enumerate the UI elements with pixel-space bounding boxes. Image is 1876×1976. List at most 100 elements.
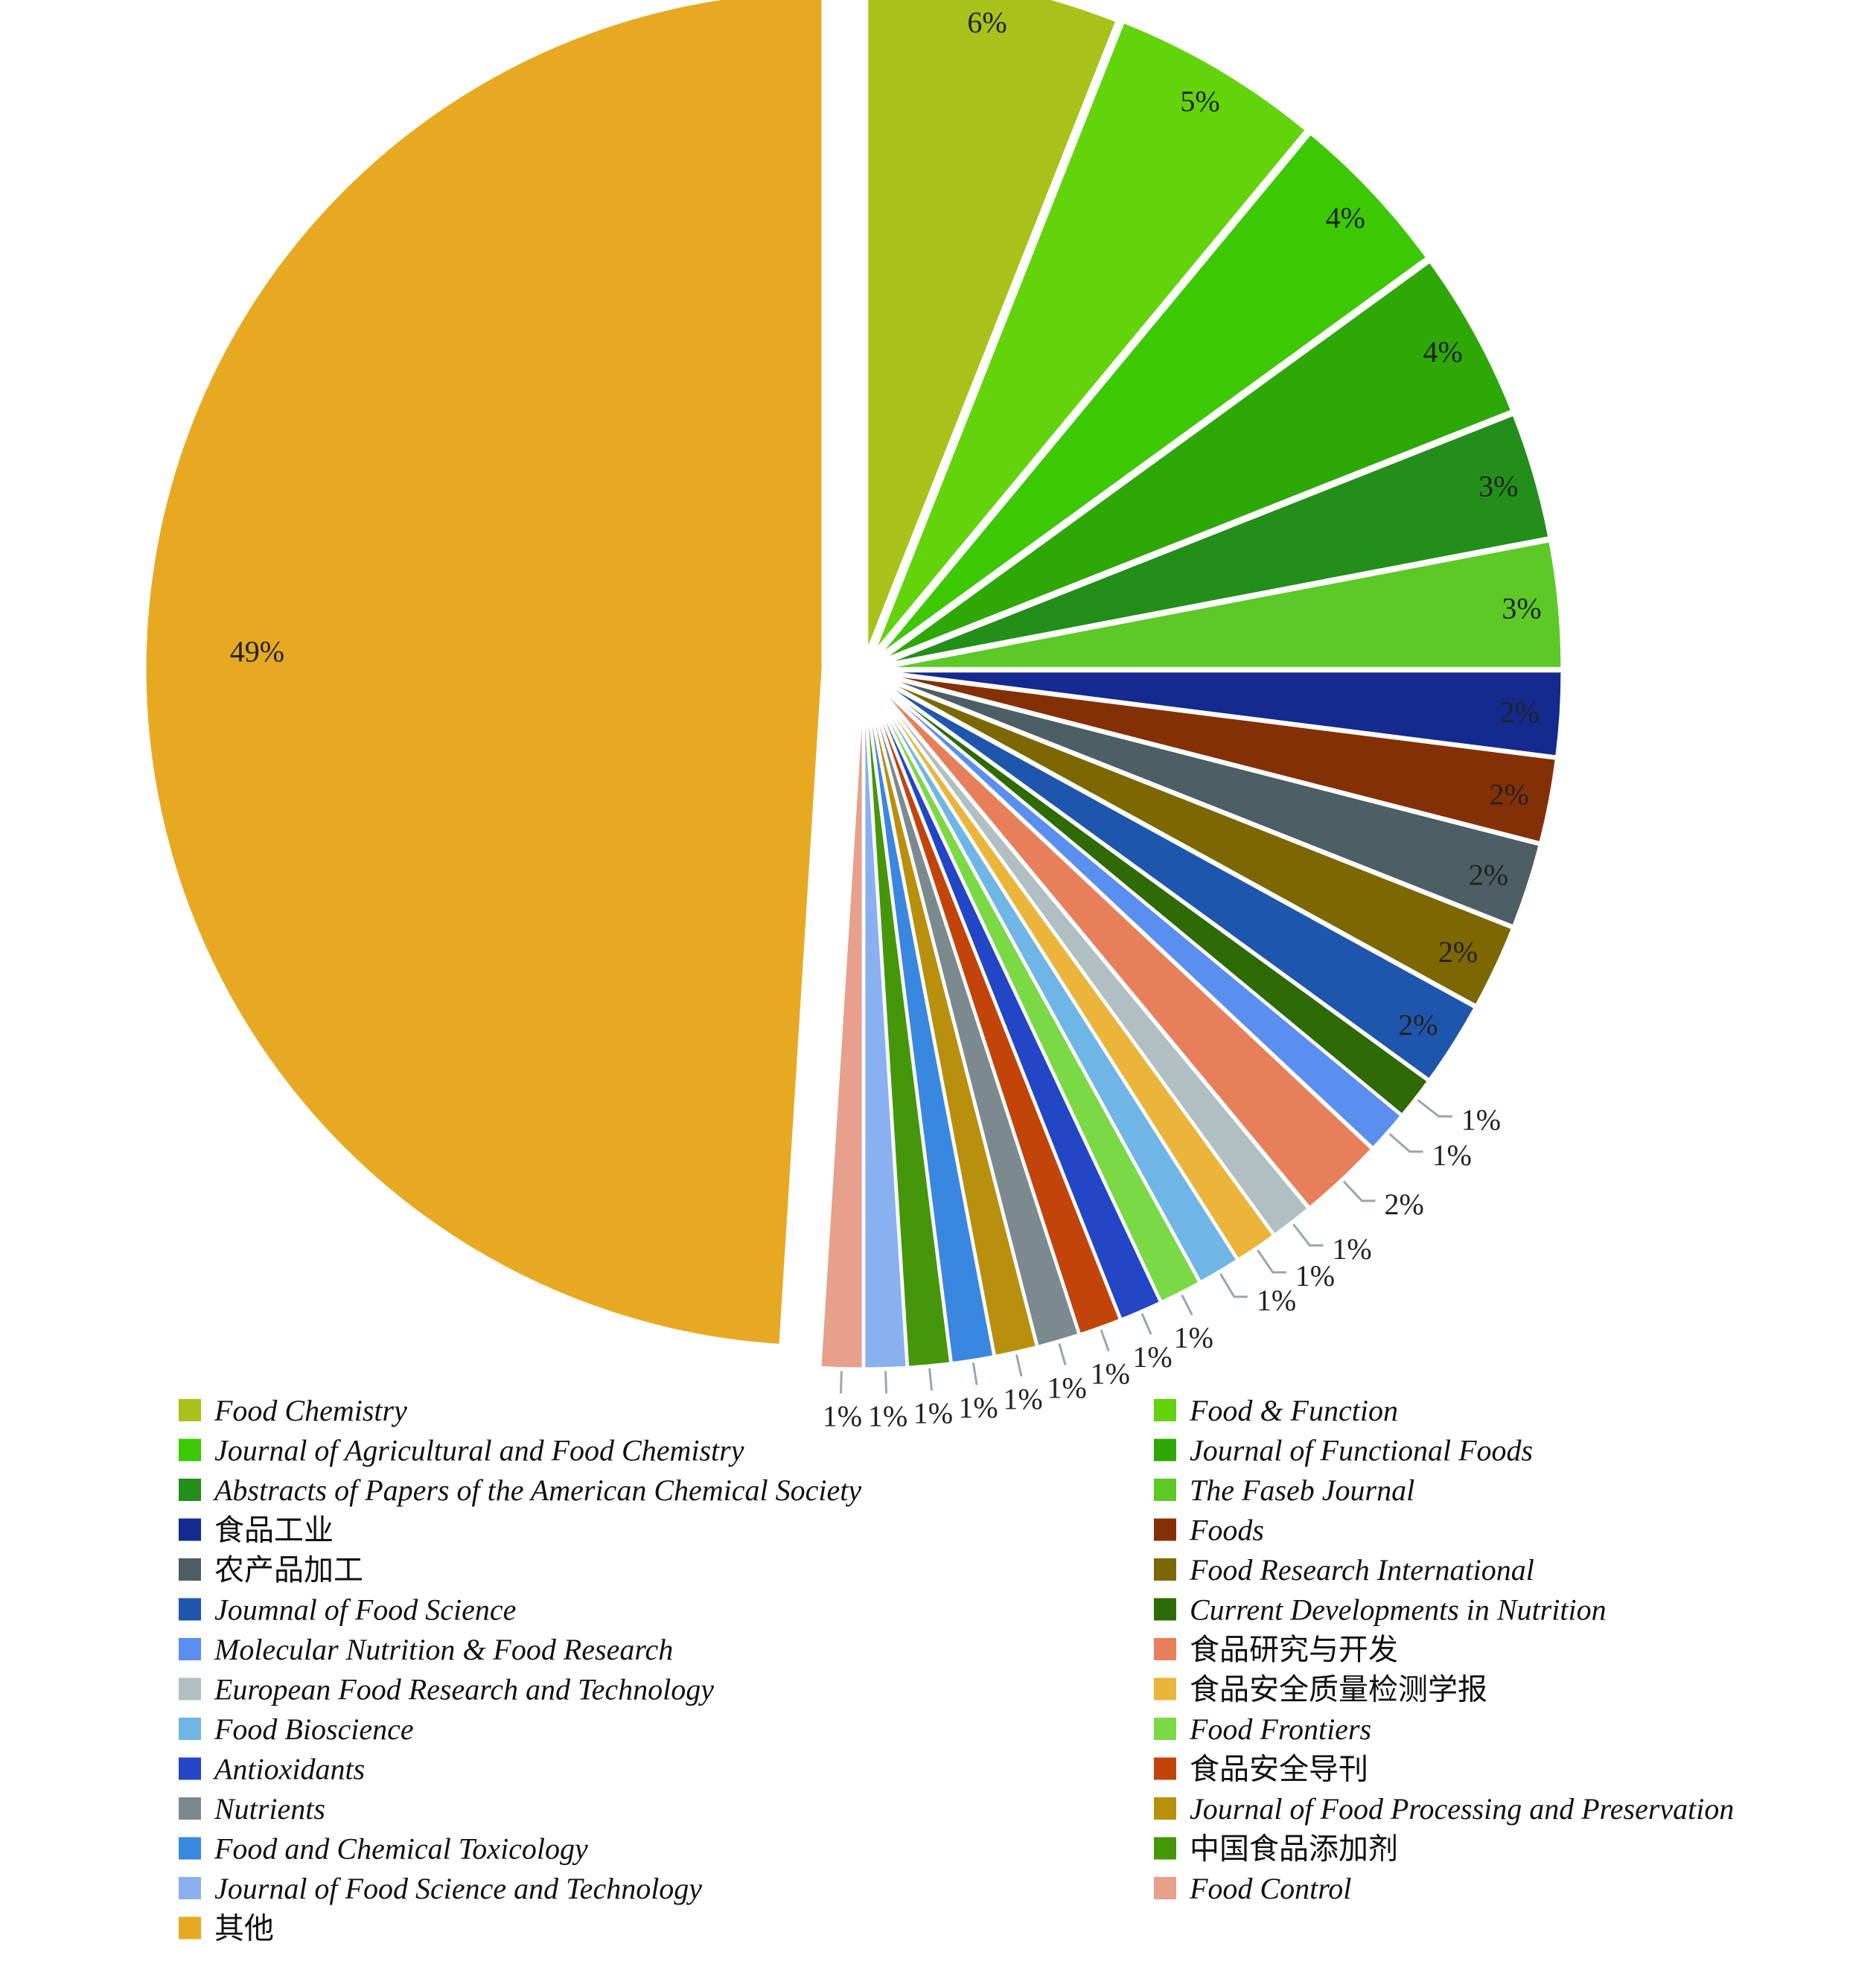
slice-19	[870, 689, 1122, 1336]
slice-label-0: 6%	[967, 6, 1006, 39]
legend-item-0: Food Chemistry	[179, 1394, 407, 1427]
legend-item-5: The Faseb Journal	[1154, 1473, 1414, 1507]
leader-line-16	[1219, 1273, 1248, 1298]
slice-label-2: 4%	[1326, 201, 1365, 235]
legend-label-0: Food Chemistry	[214, 1394, 407, 1427]
slice-4	[883, 413, 1551, 666]
slice-label-19: 1%	[1091, 1357, 1130, 1391]
slice-18	[870, 689, 1162, 1321]
legend-swatch-16	[179, 1718, 201, 1740]
slice-label-1: 5%	[1180, 85, 1219, 118]
legend-item-20: Nutrients	[179, 1792, 325, 1826]
slice-8	[883, 675, 1541, 928]
slice-label-14: 1%	[1332, 1232, 1371, 1266]
slice-26	[144, 0, 824, 1347]
slice-16	[872, 687, 1239, 1284]
leader-line-22	[972, 1363, 978, 1386]
legend-swatch-24	[179, 1877, 201, 1899]
legend-label-17: Food Frontiers	[1189, 1712, 1371, 1746]
slice-label-8: 2%	[1469, 858, 1508, 891]
legend-item-7: Foods	[1154, 1514, 1264, 1547]
legend-swatch-11	[1154, 1598, 1176, 1621]
legend-swatch-13	[1154, 1638, 1176, 1660]
legend-item-3: Journal of Functional Foods	[1154, 1434, 1533, 1467]
slice-label-20: 1%	[1047, 1371, 1087, 1404]
legend-item-12: Molecular Nutrition & Food Research	[179, 1633, 673, 1666]
legend-label-20: Nutrients	[214, 1792, 325, 1826]
slice-24	[863, 690, 908, 1370]
leader-line-14	[1292, 1223, 1324, 1247]
slice-10	[880, 680, 1477, 1081]
legend-label-13: 食品研究与开发	[1190, 1633, 1398, 1666]
leader-line-17	[1181, 1294, 1193, 1316]
legend-swatch-23	[1154, 1837, 1176, 1860]
legend-item-13: 食品研究与开发	[1154, 1633, 1398, 1666]
leader-line-21	[1015, 1354, 1023, 1377]
slice-label-23: 1%	[913, 1397, 953, 1430]
legend-item-26: 其他	[179, 1912, 274, 1945]
legend-item-9: Food Research International	[1154, 1553, 1534, 1587]
legend-label-8: 农产品加工	[214, 1553, 363, 1587]
legend-swatch-17	[1154, 1718, 1176, 1740]
slice-9	[881, 678, 1514, 1007]
slice-label-12: 1%	[1432, 1138, 1472, 1172]
legend-item-1: Food & Function	[1154, 1394, 1398, 1427]
legend-label-26: 其他	[214, 1912, 274, 1945]
leader-line-11	[1417, 1099, 1452, 1118]
slice-15	[874, 686, 1275, 1261]
slice-0	[866, 0, 1118, 652]
legend-item-14: European Food Research and Technology	[179, 1673, 714, 1706]
slice-7	[884, 672, 1558, 844]
legend-label-5: The Faseb Journal	[1190, 1473, 1414, 1507]
legend-item-2: Journal of Agricultural and Food Chemist…	[179, 1434, 744, 1467]
legend-label-11: Current Developments in Nutrition	[1190, 1593, 1607, 1627]
leader-line-13	[1342, 1180, 1376, 1202]
legend-label-4: Abstracts of Papers of the American Chem…	[212, 1473, 861, 1507]
legend-label-24: Journal of Food Science and Technology	[214, 1872, 702, 1905]
leader-line-15	[1257, 1249, 1286, 1274]
legend-label-15: 食品安全质量检测学报	[1190, 1673, 1487, 1706]
legend-label-12: Molecular Nutrition & Food Research	[214, 1633, 673, 1666]
slice-label-13: 2%	[1384, 1188, 1423, 1221]
legend-item-15: 食品安全质量检测学报	[1154, 1673, 1487, 1706]
slice-6	[884, 670, 1563, 758]
slice-label-4: 3%	[1478, 469, 1518, 503]
slice-22	[865, 690, 995, 1365]
slice-label-21: 1%	[1003, 1383, 1042, 1416]
legend-swatch-25	[1154, 1877, 1176, 1899]
legend: Food Chemistry Food & Function Journal of …	[179, 1394, 1734, 1945]
slice-label-10: 2%	[1398, 1008, 1438, 1042]
slice-label-17: 1%	[1174, 1321, 1213, 1354]
legend-swatch-3	[1154, 1438, 1176, 1462]
legend-item-19: 食品安全导刊	[1154, 1753, 1368, 1786]
legend-label-25: Food Control	[1189, 1872, 1351, 1905]
legend-label-6: 食品工业	[214, 1514, 334, 1547]
legend-swatch-6	[179, 1518, 201, 1541]
slice-25	[819, 690, 864, 1370]
leader-line-19	[1100, 1329, 1110, 1352]
legend-label-19: 食品安全导刊	[1190, 1753, 1368, 1786]
legend-label-21: Journal of Food Processing and Preservat…	[1190, 1792, 1734, 1826]
legend-swatch-21	[1154, 1797, 1176, 1820]
legend-swatch-4	[179, 1479, 201, 1501]
legend-swatch-14	[179, 1677, 201, 1701]
slice-label-11: 1%	[1461, 1103, 1501, 1136]
legend-swatch-9	[1154, 1558, 1176, 1581]
slice-21	[867, 689, 1038, 1357]
leader-line-24	[884, 1371, 888, 1394]
leader-line-25	[839, 1371, 843, 1394]
legend-item-4: Abstracts of Papers of the American Chem…	[179, 1473, 861, 1507]
legend-label-1: Food & Function	[1189, 1394, 1398, 1427]
slice-2	[878, 132, 1429, 657]
legend-swatch-15	[1154, 1677, 1176, 1701]
legend-swatch-5	[1154, 1479, 1176, 1501]
legend-swatch-1	[1154, 1399, 1176, 1421]
slice-label-16: 1%	[1257, 1284, 1296, 1317]
slice-12	[878, 683, 1403, 1150]
legend-label-16: Food Bioscience	[214, 1712, 414, 1746]
slice-label-26: 49%	[230, 634, 284, 668]
legend-label-18: Antioxidants	[212, 1753, 365, 1786]
legend-swatch-18	[179, 1757, 201, 1780]
slice-labels: 6%5%4%4%3%3%2%2%2%2%2%1%1%2%1%1%1%1%1%1%…	[230, 6, 1542, 1433]
legend-swatch-0	[179, 1399, 201, 1421]
